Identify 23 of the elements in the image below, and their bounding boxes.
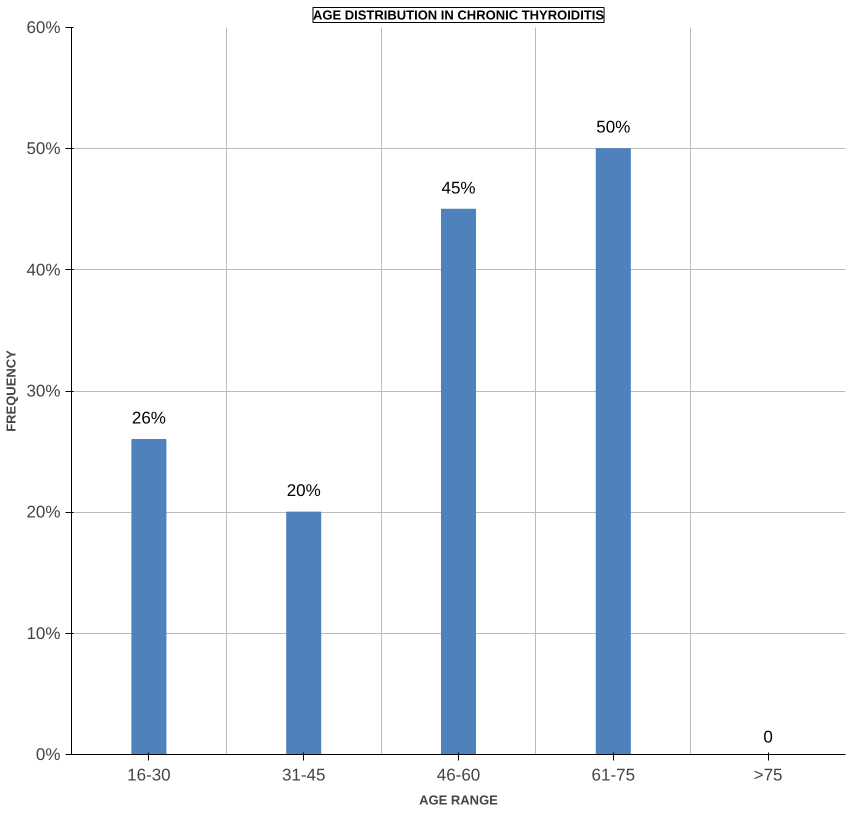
x-tick-label: 16-30 bbox=[127, 766, 171, 784]
x-tick-label: 61-75 bbox=[592, 766, 636, 784]
y-tick-label: 0% bbox=[36, 745, 61, 764]
bar bbox=[286, 512, 322, 754]
y-tick-label: 30% bbox=[26, 382, 61, 400]
data-label: 45% bbox=[441, 178, 476, 198]
x-tick-label: 46-60 bbox=[436, 766, 480, 784]
y-axis-title: FREQUENCY bbox=[3, 350, 18, 432]
y-tick-label: 50% bbox=[26, 139, 61, 158]
data-label: 26% bbox=[132, 408, 166, 428]
bar bbox=[440, 208, 476, 754]
bar bbox=[131, 438, 166, 754]
data-label: 20% bbox=[286, 481, 321, 500]
x-tick-label: >75 bbox=[754, 766, 783, 784]
data-label: 0 bbox=[763, 728, 773, 746]
y-tick-label: 60% bbox=[26, 18, 61, 37]
y-tick-label: 20% bbox=[26, 502, 61, 522]
y-tick-label: 40% bbox=[26, 260, 61, 280]
x-tick-label: 31-45 bbox=[282, 766, 326, 784]
bar bbox=[596, 148, 631, 754]
x-axis-title: AGE RANGE bbox=[419, 792, 498, 808]
data-label: 50% bbox=[596, 118, 630, 137]
y-tick-label: 10% bbox=[26, 624, 61, 643]
